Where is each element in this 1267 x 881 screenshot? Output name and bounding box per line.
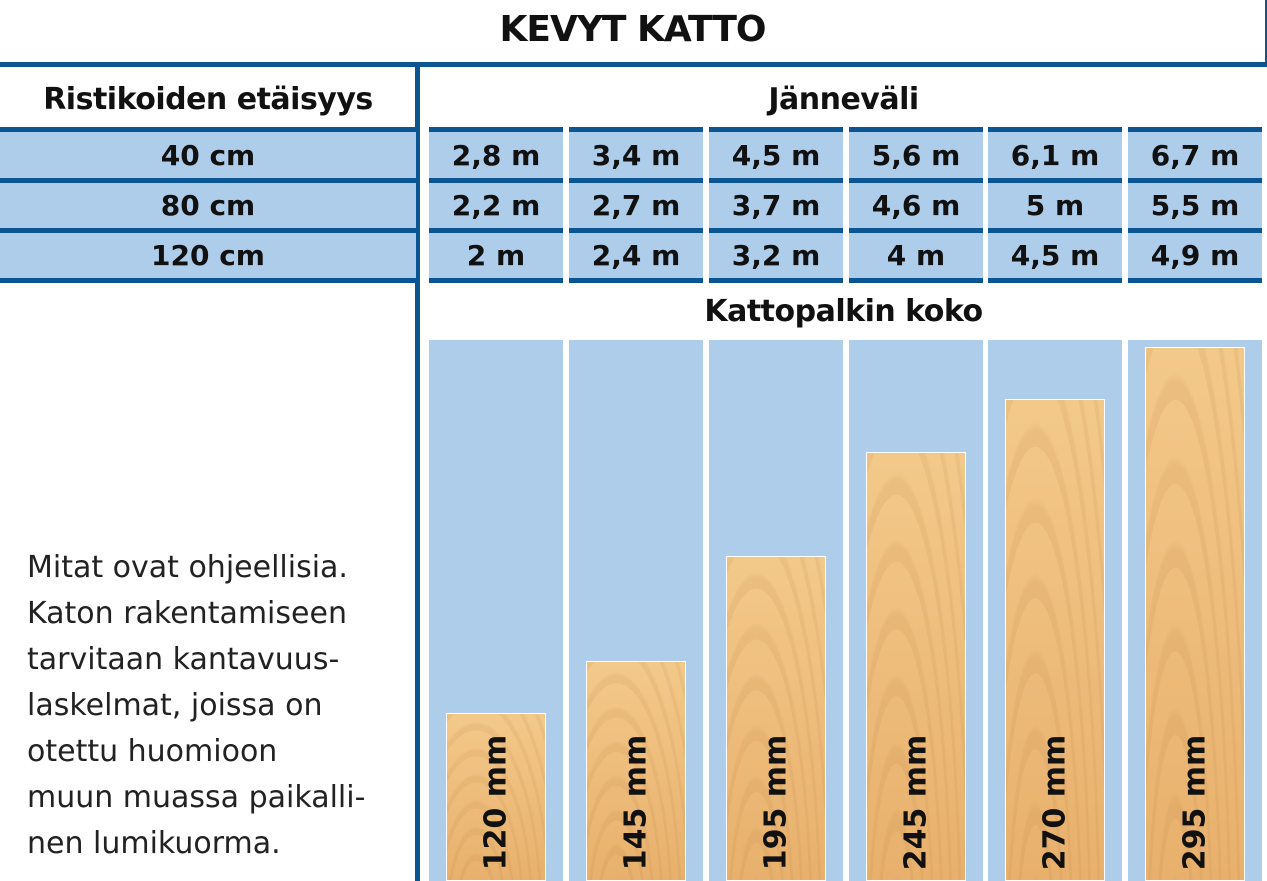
span-cell: 4,5 m: [988, 233, 1122, 278]
row-divider: [709, 278, 843, 283]
row-divider: [0, 278, 416, 283]
span-cell: 4 m: [849, 233, 983, 278]
span-cell: 5,5 m: [1128, 183, 1262, 228]
span-cell: 2,2 m: [429, 183, 563, 228]
row-divider: [849, 127, 983, 132]
frame-edge: [1265, 0, 1267, 62]
column-divider: [415, 67, 420, 881]
span-cell: 2,7 m: [569, 183, 703, 228]
row-divider: [569, 178, 703, 183]
spacing-cell: 120 cm: [0, 233, 416, 278]
page-title: KEVYT KATTO: [0, 0, 1267, 58]
title-divider: [0, 62, 1267, 67]
span-cell: 3,4 m: [569, 132, 703, 178]
beam-bar: 270 mm: [1005, 399, 1105, 881]
span-header: Jänneväli: [768, 81, 919, 117]
row-divider: [429, 278, 563, 283]
span-cell: 5 m: [988, 183, 1122, 228]
row-divider: [1128, 278, 1262, 283]
span-cell: 3,7 m: [709, 183, 843, 228]
span-cell: 3,2 m: [709, 233, 843, 278]
row-divider: [709, 127, 843, 132]
row-divider: [569, 127, 703, 132]
row-divider: [1128, 228, 1262, 233]
span-cell: 2 m: [429, 233, 563, 278]
beam-bar: 145 mm: [586, 660, 686, 881]
row-divider: [849, 278, 983, 283]
beam-bar-label: 145 mm: [618, 734, 654, 871]
beam-size-header: Kattopalkin koko: [704, 293, 983, 329]
spacing-header: Ristikoiden etäisyys: [43, 81, 373, 117]
beam-bar-label: 270 mm: [1037, 734, 1073, 871]
row-divider: [849, 178, 983, 183]
row-divider: [709, 178, 843, 183]
spacing-cell: 80 cm: [0, 183, 416, 228]
row-divider: [1128, 127, 1262, 132]
row-divider: [0, 127, 416, 132]
row-divider: [569, 228, 703, 233]
span-cell: 4,5 m: [709, 132, 843, 178]
beam-bar-label: 195 mm: [758, 734, 794, 871]
row-divider: [849, 228, 983, 233]
span-cell: 6,1 m: [988, 132, 1122, 178]
beam-bar-label: 245 mm: [898, 734, 934, 871]
spacing-cell: 40 cm: [0, 132, 416, 178]
beam-bar-label: 295 mm: [1177, 734, 1213, 871]
beam-bar: 195 mm: [726, 556, 826, 881]
span-cell: 6,7 m: [1128, 132, 1262, 178]
span-cell: 2,8 m: [429, 132, 563, 178]
row-divider: [1128, 178, 1262, 183]
span-cell: 4,6 m: [849, 183, 983, 228]
row-divider: [429, 127, 563, 132]
row-divider: [0, 228, 416, 233]
row-divider: [988, 178, 1122, 183]
row-divider: [0, 178, 416, 183]
span-cell: 4,9 m: [1128, 233, 1262, 278]
row-divider: [429, 178, 563, 183]
beam-bar: 245 mm: [866, 451, 966, 881]
beam-bar: 120 mm: [446, 713, 546, 881]
span-cell: 2,4 m: [569, 233, 703, 278]
row-divider: [709, 228, 843, 233]
disclaimer-note: Mitat ovat ohjeellisia. Katon rakentamis…: [27, 550, 366, 861]
row-divider: [988, 278, 1122, 283]
row-divider: [429, 228, 563, 233]
row-divider: [988, 228, 1122, 233]
beam-bar: 295 mm: [1145, 347, 1245, 881]
span-cell: 5,6 m: [849, 132, 983, 178]
row-divider: [988, 127, 1122, 132]
beam-bar-label: 120 mm: [478, 734, 514, 871]
row-divider: [569, 278, 703, 283]
